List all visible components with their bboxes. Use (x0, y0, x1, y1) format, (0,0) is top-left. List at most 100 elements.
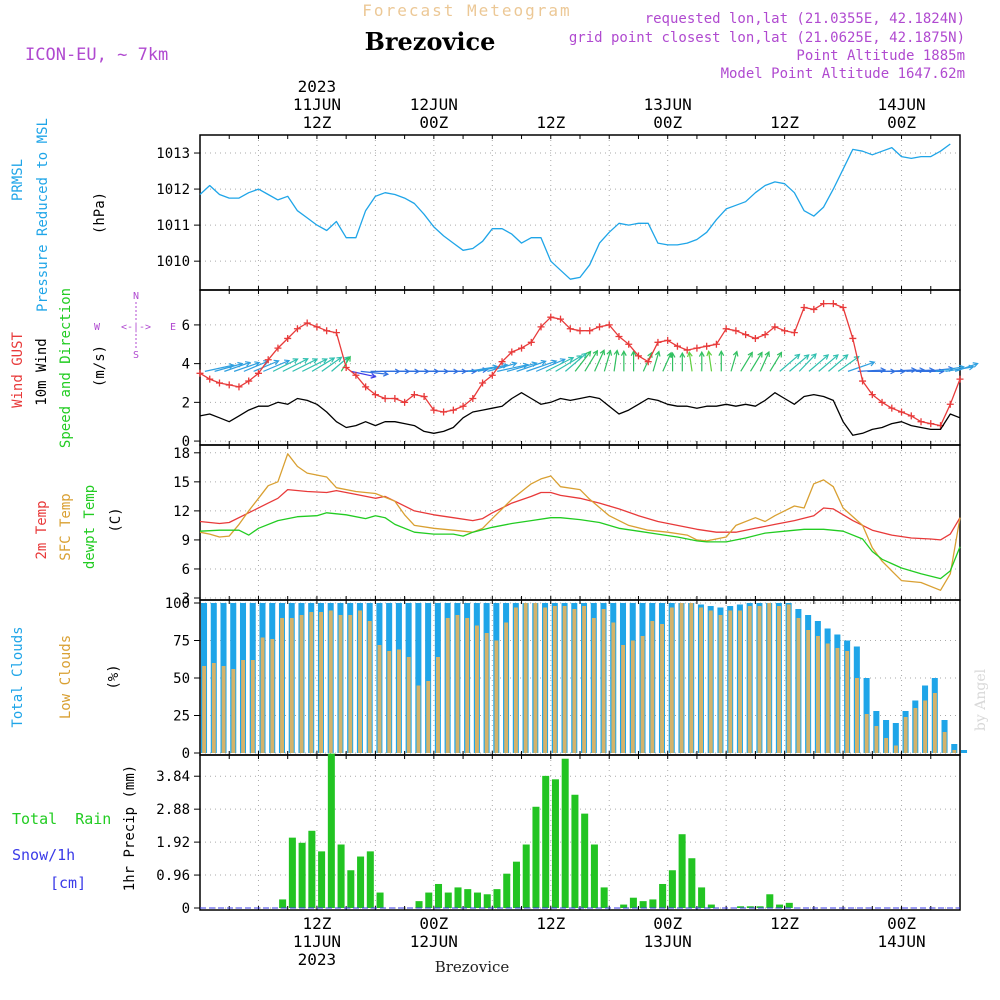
bottom-time-label: 11JUN (293, 932, 341, 951)
wind-gust-marker (488, 371, 496, 379)
low-cloud-bar (406, 657, 411, 753)
wind-arrow-head (869, 360, 876, 367)
rain-bar (629, 897, 637, 908)
low-cloud-bar (689, 603, 694, 753)
wind-arrow-head (686, 351, 693, 358)
wind-gust-marker (868, 391, 876, 399)
wind-panel: 0 2 4 6 (182, 289, 961, 450)
rain-bar (512, 861, 520, 908)
wind-arrow-head (669, 351, 676, 358)
wind-arrow-shaft (282, 358, 309, 372)
rain-bar (678, 834, 686, 908)
rain-bar (473, 892, 482, 908)
top-time-label: 12Z (770, 113, 799, 132)
wind-arrow-head (540, 359, 547, 366)
rain-bar (561, 758, 569, 908)
wind-arrow-shaft (652, 351, 660, 372)
wind-ytick-label: 4 (182, 357, 190, 373)
wind-gust-marker (664, 336, 672, 344)
model-altitude: Model Point Altitude 1647.62m (721, 66, 965, 82)
compass-east: E (170, 322, 176, 333)
precipitation-ytick-label: 1.92 (156, 835, 190, 851)
rain-bar (376, 892, 384, 908)
low-cloud-bar (932, 693, 937, 753)
wind-arrow-shaft (311, 357, 335, 372)
low-cloud-bar (504, 622, 509, 753)
rain-bar (688, 858, 696, 908)
wind-arrow-shaft (935, 366, 964, 372)
wind-arrow-head (823, 354, 830, 360)
wind-arrow-shaft (818, 354, 839, 372)
rain-bar (483, 894, 491, 908)
temperature-frame (199, 444, 961, 601)
wind-gust-marker (761, 331, 769, 339)
wind-gust-marker (420, 393, 428, 401)
low-cloud-bar (260, 637, 265, 753)
wind-gust-marker (537, 323, 545, 331)
bottom-time-label: 14JUN (877, 932, 925, 951)
wind-gust-marker (391, 394, 399, 402)
wind-arrow-shaft (730, 351, 738, 372)
wind-gust-marker (274, 344, 282, 352)
wind-gust-marker (527, 338, 535, 346)
precip-unit-label: 1hr Precip (mm) (122, 765, 138, 891)
bottom-time-label: 12Z (770, 914, 799, 933)
wind-gust-marker (293, 325, 301, 333)
wind-arrow-head (511, 361, 518, 368)
wind-arrow-head (522, 362, 530, 369)
bottom-time-label: 12Z (302, 914, 331, 933)
wind-arrow-shaft (740, 352, 753, 372)
low-cloud-bar (611, 622, 616, 753)
wind-arrow-shaft (808, 354, 829, 372)
wind-ytick-label: 2 (182, 395, 190, 411)
precipitation-ytick-label: 0.96 (156, 868, 190, 884)
wind-gust-marker (206, 375, 214, 383)
wind-arrow-shaft (584, 350, 598, 372)
wind-gust-marker (917, 418, 925, 426)
wind-arrow-shaft (857, 369, 886, 372)
total-cloud-bar (425, 603, 432, 753)
wind-10m-label: 10m Wind (34, 338, 50, 405)
wind-arrow-shaft (224, 361, 251, 372)
wind-arrow-head (244, 361, 252, 367)
compass-arrows: <-|-> (121, 322, 151, 333)
rain-bar (366, 851, 374, 908)
temperature-ytick-label: 12 (173, 504, 190, 520)
low-cloud-bar (903, 717, 908, 753)
low-cloud-bar (825, 643, 830, 753)
low-cloud-bar (397, 649, 401, 753)
rain-bar (347, 870, 355, 908)
low-cloud-bar (757, 606, 762, 753)
clouds-ytick-label: 0 (182, 746, 190, 762)
wind-arrow-head (654, 350, 661, 357)
pressure-line (199, 143, 951, 280)
rain-bar (532, 806, 540, 908)
low-cloud-bar (942, 732, 947, 753)
low-cloud-bar (679, 603, 684, 753)
low-cloud-bar (952, 750, 957, 753)
total-cloud-bar (951, 744, 958, 753)
rain-bar (337, 844, 345, 908)
low-cloud-bar (747, 606, 752, 753)
station-name: Brezovice (365, 27, 496, 56)
temperature-panel: 3 6 9 12 15 18 (173, 444, 961, 607)
wind-arrow-head (254, 361, 261, 367)
wind-ytick-label: 0 (182, 434, 190, 450)
wind-ytick-label: 6 (182, 318, 190, 334)
top-time-label: 11JUN (293, 95, 341, 114)
gridpoint-coords: grid point closest lon,lat (21.0625E, 42… (569, 30, 965, 46)
pressure-ytick-label: 1013 (156, 146, 190, 162)
low-cloud-bar (562, 606, 567, 753)
rain-bar (639, 901, 647, 908)
wind-arrow-head (803, 354, 810, 360)
rain-bar (581, 813, 589, 908)
wind-arrow-head (757, 351, 763, 358)
low-cloud-bar (436, 657, 440, 753)
wind-arrow-shaft (749, 352, 763, 372)
footer-station: Brezovice (435, 958, 510, 976)
wind-gust-marker (946, 400, 954, 408)
total-clouds-label: Total Clouds (10, 626, 26, 727)
wind-arrow-shaft (214, 363, 243, 372)
wind-unit-label: (m/s) (92, 345, 108, 387)
rain-label: Total Rain (12, 810, 111, 828)
